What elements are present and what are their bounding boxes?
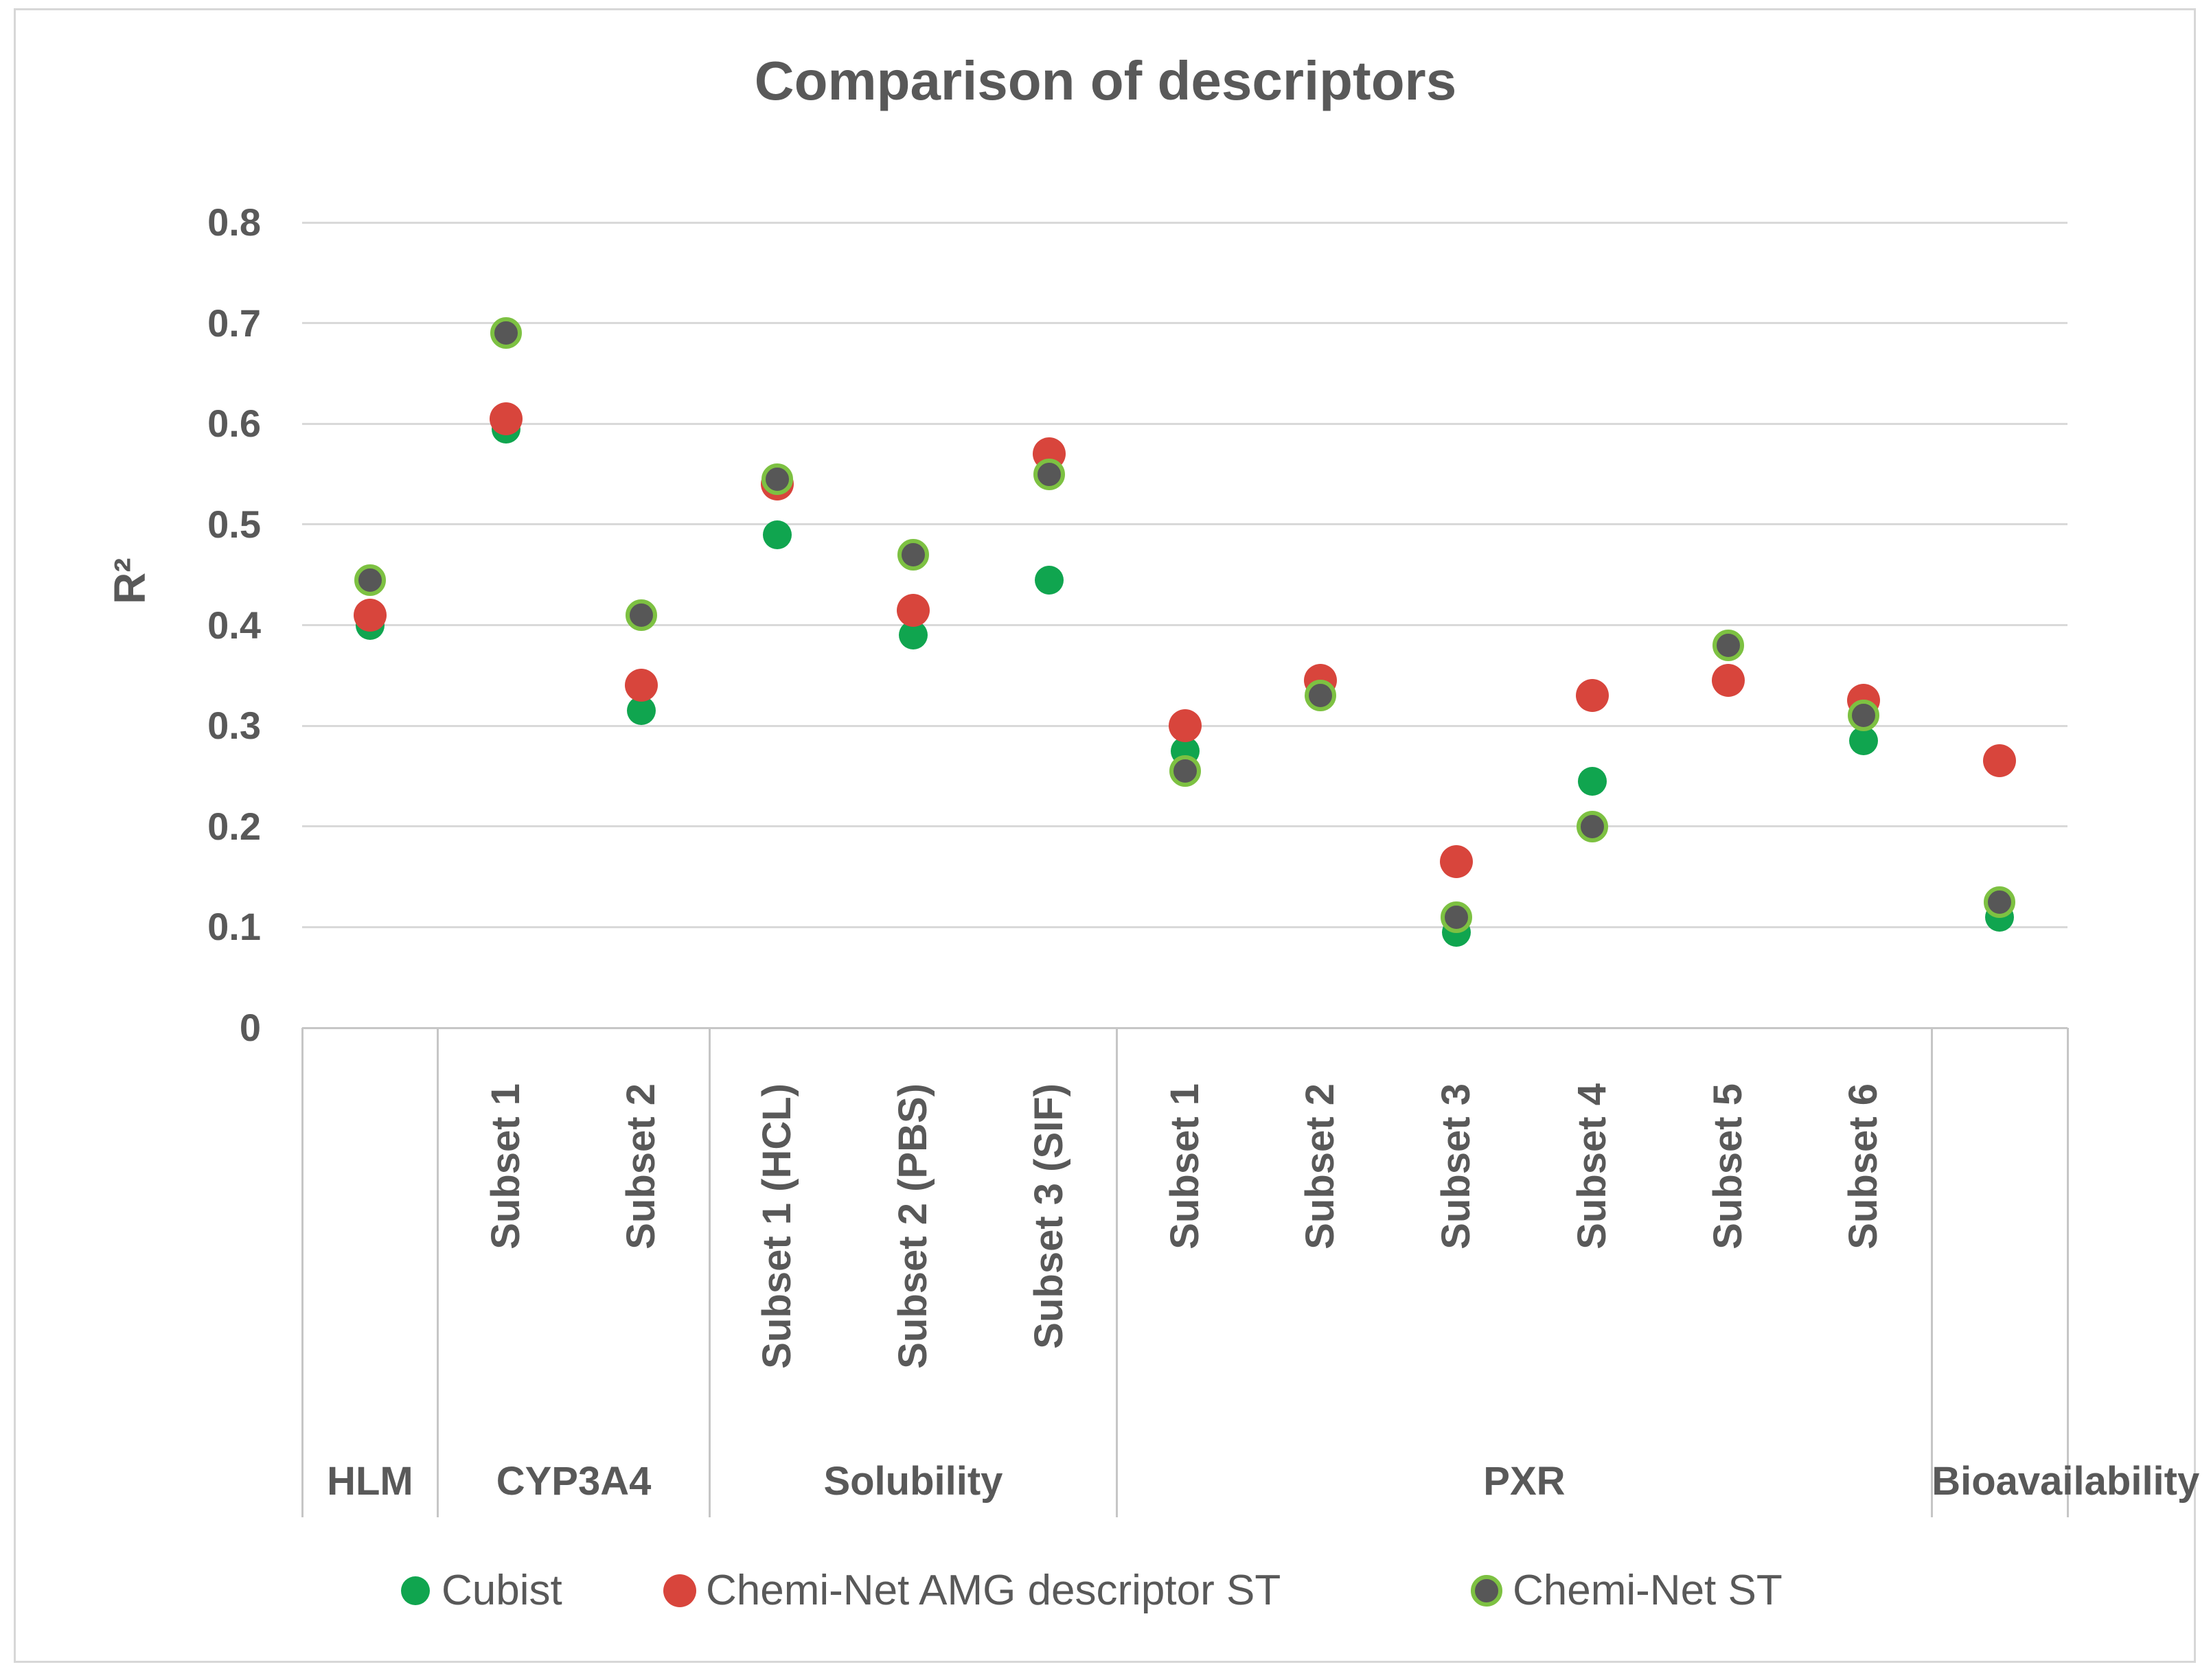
gridline [302,523,2067,526]
data-point-s1-c12 [1849,726,1879,756]
legend-marker-3 [1471,1575,1502,1607]
category-divider [2066,1028,2069,1517]
data-point-s3-c11 [1712,629,1744,661]
data-point-s2-c2 [489,402,523,435]
subset-label: Subset 5 [1705,1083,1750,1250]
subset-label: Subset 3 (SIF) [1026,1083,1071,1349]
subset-label: Subset 3 [1434,1083,1479,1250]
legend-label-1: Cubist [442,1567,562,1614]
data-point-s3-c6 [1033,458,1065,490]
y-tick-label: 0.7 [207,301,261,345]
category-divider [1930,1028,1933,1517]
y-tick-label: 0.3 [207,704,261,748]
subset-label: Subset 2 [1298,1083,1343,1250]
gridline [302,925,2067,928]
y-tick-label: 0.2 [207,804,261,848]
chart-title: Comparison of descriptors [754,50,1457,111]
data-point-s3-c4 [761,463,794,495]
subset-label: Subset 1 (HCL) [755,1083,800,1369]
data-point-s3-c13 [1984,886,2016,918]
subset-label: Subset 2 [619,1083,664,1250]
data-point-s3-c8 [1305,680,1337,712]
data-point-s2-c3 [625,669,658,702]
gridline [302,825,2067,828]
category-divider [301,1028,303,1517]
legend-marker-2 [663,1574,696,1607]
group-label: HLM [327,1459,413,1504]
y-tick-label: 0 [239,1006,261,1049]
data-point-s3-c7 [1169,755,1201,787]
data-point-s3-c3 [626,599,658,631]
y-axis-title: R² [105,557,154,604]
data-point-s1-c4 [763,520,792,549]
data-point-s2-c1 [353,598,387,632]
data-point-s3-c12 [1848,700,1880,732]
data-point-s2-c5 [896,593,930,627]
data-point-s2-c11 [1711,664,1745,698]
legend-label-3: Chemi-Net ST [1513,1567,1783,1614]
group-label: Solubility [823,1459,1003,1504]
data-point-s3-c9 [1441,901,1473,933]
subset-label: Subset 1 [1162,1083,1207,1250]
legend-label-2: Chemi-Net AMG descriptor ST [706,1567,1281,1614]
data-point-s2-c7 [1168,709,1202,743]
y-tick-label: 0.6 [207,402,261,446]
subset-label: Subset 4 [1569,1083,1614,1250]
gridline [302,422,2067,425]
data-point-s1-c6 [1034,565,1064,595]
data-point-s1-c10 [1577,766,1607,796]
y-tick-label: 0.8 [207,200,261,244]
gridline [302,322,2067,325]
data-point-s2-c13 [1983,744,2017,778]
group-label: Bioavailability [1932,1459,2200,1504]
gridline [302,221,2067,224]
legend-marker-1 [401,1576,430,1605]
y-tick-label: 0.1 [207,905,261,949]
category-divider [437,1028,439,1517]
x-axis-line [302,1026,2067,1029]
y-tick-label: 0.4 [207,603,261,647]
y-tick-label: 0.5 [207,502,261,546]
data-point-s2-c10 [1575,679,1609,713]
category-divider [1116,1028,1119,1517]
gridline [302,624,2067,626]
subset-label: Subset 2 (PBS) [890,1083,935,1369]
figure-border [14,8,2196,1663]
data-point-s2-c9 [1440,845,1474,879]
data-point-s3-c1 [354,564,386,596]
subset-label: Subset 6 [1841,1083,1886,1250]
group-label: CYP3A4 [496,1459,652,1504]
data-point-s3-c2 [490,317,522,349]
subset-label: Subset 1 [483,1083,528,1250]
category-divider [708,1028,711,1517]
group-label: PXR [1483,1459,1566,1504]
data-point-s3-c10 [1576,810,1608,842]
data-point-s3-c5 [897,538,929,571]
